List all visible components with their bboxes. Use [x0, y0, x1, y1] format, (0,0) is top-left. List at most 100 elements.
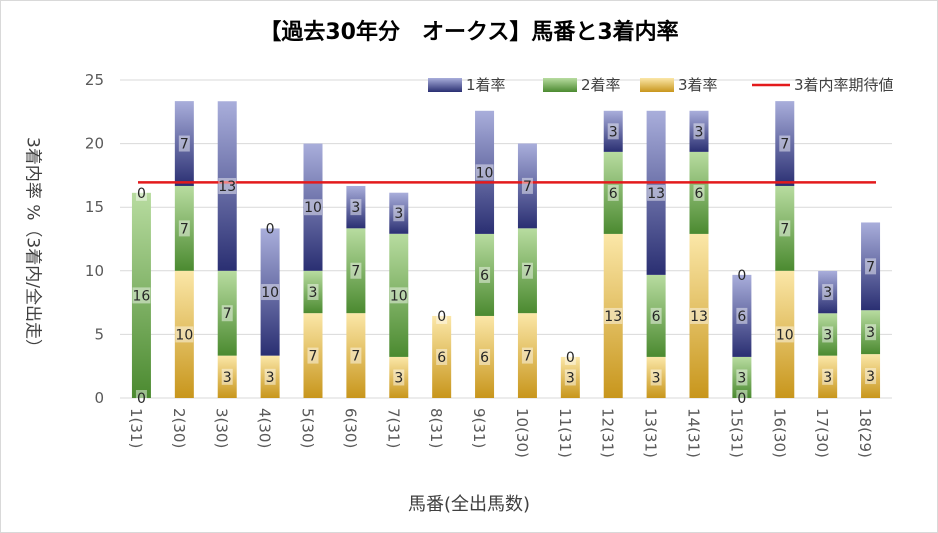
data-label: 6: [437, 350, 446, 366]
data-label: 7: [351, 349, 360, 365]
data-label-bg: [607, 123, 619, 140]
x-tick-label: 14(31): [685, 408, 703, 458]
y-tick-label: 5: [94, 325, 104, 343]
x-tick-label: 16(30): [770, 408, 788, 458]
data-label: 13: [647, 186, 665, 202]
data-label: 0: [737, 268, 746, 284]
bar-1-9: [475, 110, 495, 234]
bar-3-9: [475, 315, 495, 398]
data-label: 3: [309, 285, 318, 301]
bar-1-14: [689, 110, 709, 152]
data-label-bg: [736, 369, 748, 386]
bar-1-5: [303, 143, 323, 271]
data-label: 13: [604, 309, 622, 325]
data-label: 6: [609, 186, 618, 202]
bar-3-17: [818, 355, 838, 398]
data-label-bg: [132, 287, 151, 304]
data-label-bg: [350, 347, 362, 364]
bar-3-13: [646, 356, 666, 398]
data-label-bg: [521, 262, 533, 279]
bar-3-7: [389, 356, 409, 398]
data-label-bg: [736, 390, 748, 406]
data-label: 7: [523, 179, 532, 195]
x-tick-label: 5(30): [299, 408, 317, 448]
data-label: 10: [175, 327, 193, 343]
data-label-bg: [822, 368, 834, 385]
data-label-bg: [218, 178, 237, 195]
bar-3-10: [517, 313, 537, 398]
data-label: 16: [133, 288, 151, 304]
data-label: 3: [823, 285, 832, 301]
data-label-bg: [307, 347, 319, 364]
bar-1-6: [346, 185, 366, 229]
data-label-bg: [178, 220, 190, 237]
data-label-bg: [564, 369, 576, 386]
legend-swatch: [543, 78, 577, 92]
data-label-bg: [479, 348, 491, 365]
x-tick-label: 9(31): [470, 408, 488, 448]
data-label-bg: [175, 326, 194, 343]
legend-item-2: 2着率: [543, 76, 621, 94]
data-label: 3: [223, 370, 232, 386]
data-label: 0: [737, 391, 746, 407]
data-label-bg: [521, 177, 533, 194]
data-label-bg: [479, 266, 491, 283]
data-label: 13: [218, 179, 236, 195]
data-label: 3: [695, 124, 704, 140]
data-label: 7: [866, 259, 875, 275]
bar-2-13: [646, 274, 666, 357]
bar-2-16: [775, 185, 795, 271]
y-tick-label: 25: [85, 71, 104, 89]
bar-3-2: [174, 270, 194, 398]
data-label-bg: [436, 307, 448, 324]
x-tick-label: 15(31): [727, 408, 745, 458]
x-tick-label: 4(30): [256, 408, 274, 448]
data-label: 3: [266, 370, 275, 386]
axis-ticks: 0 5 10 15 20 25 1(31) 2(30) 3(30) 4(30) 5(30) 6(30)…: [85, 71, 874, 458]
legend-item-4: 3着内率期待値: [752, 76, 894, 94]
bars: [131, 101, 881, 398]
bar-3-11: [560, 356, 580, 398]
data-label-bg: [436, 348, 448, 365]
data-label-bg: [865, 368, 877, 385]
chart-title: 【過去30年分 オークス】馬番と3着内率: [259, 20, 679, 45]
bar-1-2: [174, 101, 194, 186]
bar-2-3: [217, 270, 237, 356]
data-label: 0: [137, 391, 146, 407]
data-label: 13: [690, 309, 708, 325]
data-label: 3: [737, 370, 746, 386]
x-tick-label: 13(31): [642, 408, 660, 458]
x-tick-label: 12(31): [599, 408, 617, 458]
data-label-bg: [650, 307, 662, 324]
bar-3-12: [603, 233, 623, 398]
x-tick-label: 3(30): [213, 408, 231, 448]
data-label: 6: [480, 350, 489, 366]
bar-3-3: [217, 355, 237, 398]
bar-1-17: [818, 270, 838, 314]
data-label-bg: [690, 307, 708, 324]
data-label-bg: [221, 305, 233, 322]
data-label-bg: [393, 205, 405, 222]
legend-item-3: 3着率: [640, 76, 718, 94]
y-tick-label: 10: [85, 262, 104, 280]
bar-2-9: [475, 233, 495, 316]
data-label: 6: [695, 186, 704, 202]
data-label-bg: [604, 307, 623, 324]
bar-3-14: [689, 233, 709, 398]
x-tick-label: 2(30): [170, 408, 188, 448]
x-tick-label: 17(30): [813, 408, 831, 458]
data-label-bg: [135, 390, 147, 406]
data-label-bg: [736, 307, 748, 324]
data-label-bg: [865, 324, 877, 341]
legend: 1着率 2着率 3着率 3着内率期待値: [428, 76, 894, 94]
bar-2-17: [818, 313, 838, 356]
data-label-bg: [261, 284, 280, 301]
data-label: 6: [480, 268, 489, 284]
data-label: 7: [309, 349, 318, 365]
bar-2-14: [689, 151, 709, 234]
bar-1-13: [646, 110, 666, 275]
data-label-bg: [822, 284, 834, 301]
data-label: 10: [476, 165, 494, 181]
data-label: 10: [390, 288, 408, 304]
